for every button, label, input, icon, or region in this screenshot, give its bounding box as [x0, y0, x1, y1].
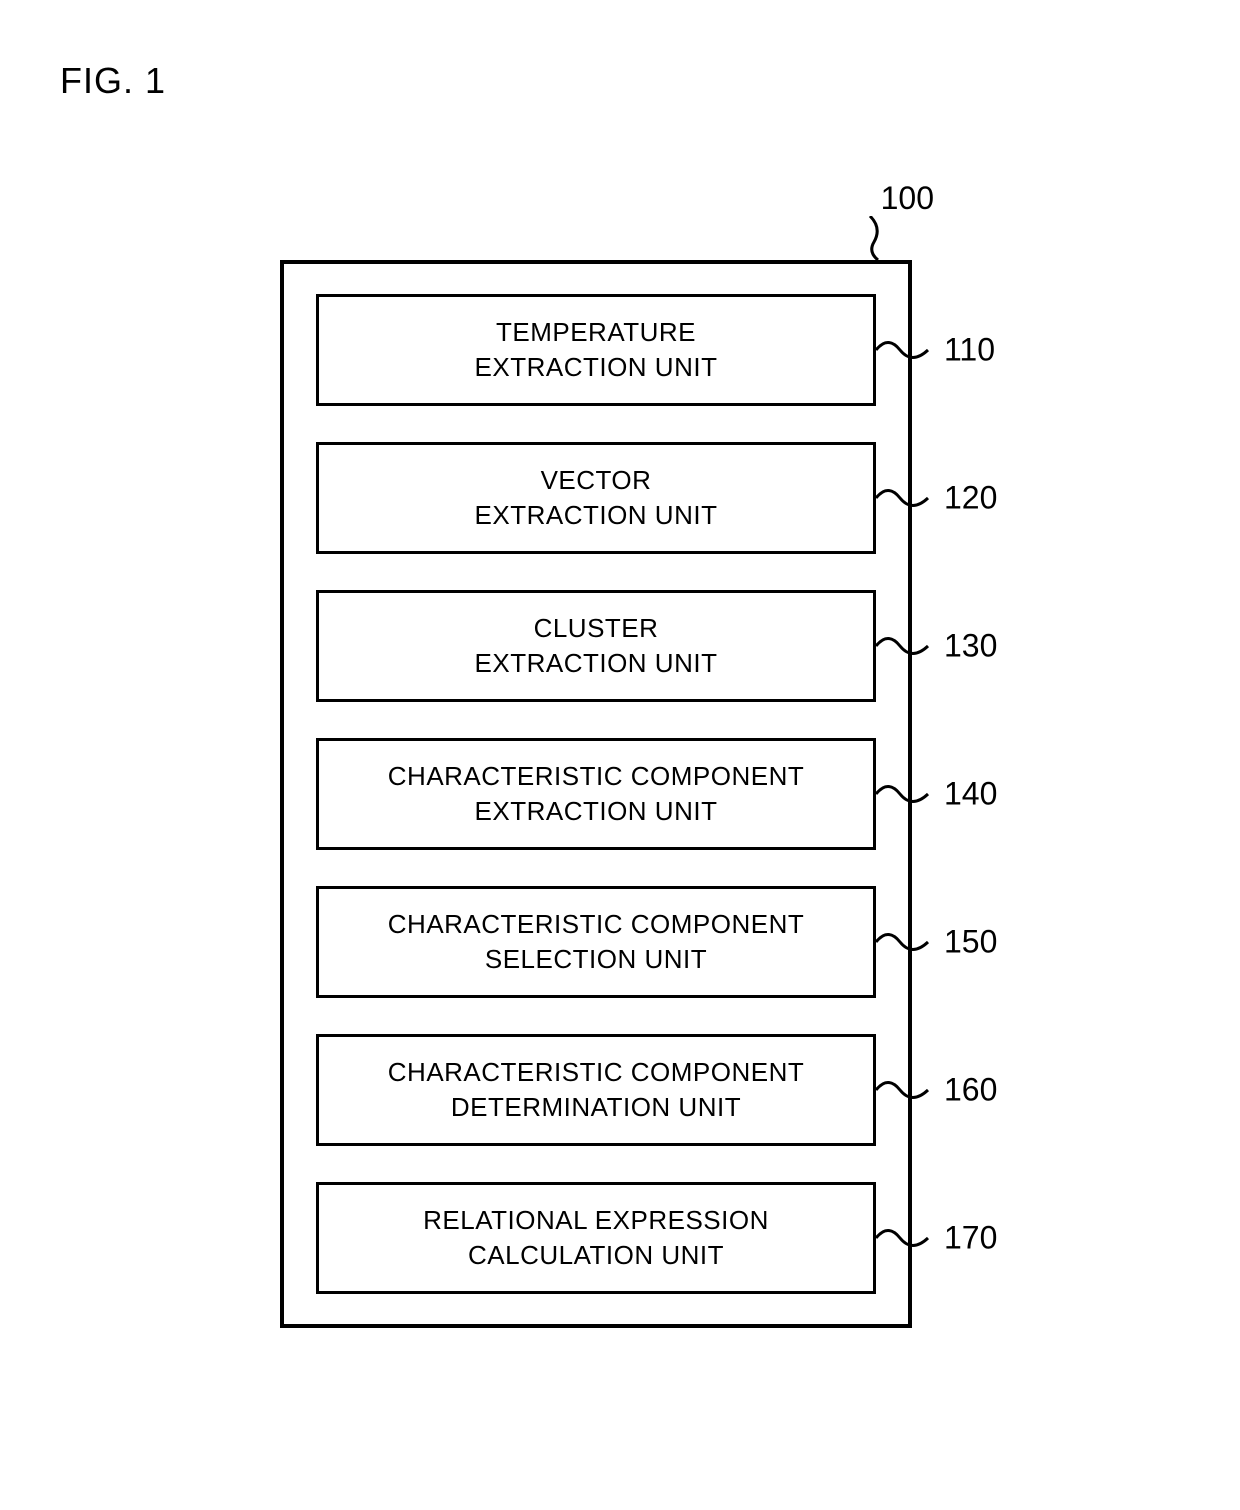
characteristic-component-selection-unit: CHARACTERISTIC COMPONENT SELECTION UNIT: [316, 886, 876, 998]
leader-line: [876, 627, 936, 665]
unit-line2: EXTRACTION UNIT: [475, 794, 718, 829]
unit-line2: DETERMINATION UNIT: [451, 1090, 741, 1125]
unit-line1: TEMPERATURE: [496, 315, 696, 350]
unit-line1: CLUSTER: [534, 611, 659, 646]
ref-label-130: 130: [944, 628, 997, 665]
ref-label-120: 120: [944, 480, 997, 517]
unit-line1: CHARACTERISTIC COMPONENT: [388, 759, 804, 794]
unit-row-150: CHARACTERISTIC COMPONENT SELECTION UNIT …: [316, 886, 876, 998]
leader-line: [876, 479, 936, 517]
unit-line1: CHARACTERISTIC COMPONENT: [388, 1055, 804, 1090]
diagram-area: 100 TEMPERATURE EXTRACTION UNIT 110 VECT…: [280, 260, 980, 1328]
characteristic-component-determination-unit: CHARACTERISTIC COMPONENT DETERMINATION U…: [316, 1034, 876, 1146]
cluster-extraction-unit: CLUSTER EXTRACTION UNIT: [316, 590, 876, 702]
unit-line2: CALCULATION UNIT: [468, 1238, 724, 1273]
figure-label: FIG. 1: [60, 60, 166, 102]
leader-line: [876, 331, 936, 369]
unit-line2: EXTRACTION UNIT: [475, 646, 718, 681]
unit-line1: VECTOR: [541, 463, 652, 498]
temperature-extraction-unit: TEMPERATURE EXTRACTION UNIT: [316, 294, 876, 406]
ref-label-170: 170: [944, 1220, 997, 1257]
unit-row-170: RELATIONAL EXPRESSION CALCULATION UNIT 1…: [316, 1182, 876, 1294]
leader-line: [876, 775, 936, 813]
unit-row-130: CLUSTER EXTRACTION UNIT 130: [316, 590, 876, 702]
unit-row-110: TEMPERATURE EXTRACTION UNIT 110: [316, 294, 876, 406]
unit-line2: EXTRACTION UNIT: [475, 498, 718, 533]
ref-label-160: 160: [944, 1072, 997, 1109]
unit-line1: RELATIONAL EXPRESSION: [423, 1203, 769, 1238]
unit-row-120: VECTOR EXTRACTION UNIT 120: [316, 442, 876, 554]
system-container: TEMPERATURE EXTRACTION UNIT 110 VECTOR E…: [280, 260, 912, 1328]
relational-expression-calculation-unit: RELATIONAL EXPRESSION CALCULATION UNIT: [316, 1182, 876, 1294]
ref-label-140: 140: [944, 776, 997, 813]
unit-row-160: CHARACTERISTIC COMPONENT DETERMINATION U…: [316, 1034, 876, 1146]
ref-label-150: 150: [944, 924, 997, 961]
ref-label-110: 110: [944, 332, 995, 369]
container-leader-line: [864, 216, 894, 260]
leader-line: [876, 1071, 936, 1109]
unit-line2: SELECTION UNIT: [485, 942, 707, 977]
leader-line: [876, 1219, 936, 1257]
unit-row-140: CHARACTERISTIC COMPONENT EXTRACTION UNIT…: [316, 738, 876, 850]
unit-line1: CHARACTERISTIC COMPONENT: [388, 907, 804, 942]
unit-line2: EXTRACTION UNIT: [475, 350, 718, 385]
leader-line: [876, 923, 936, 961]
vector-extraction-unit: VECTOR EXTRACTION UNIT: [316, 442, 876, 554]
container-ref-label: 100: [881, 180, 934, 217]
characteristic-component-extraction-unit: CHARACTERISTIC COMPONENT EXTRACTION UNIT: [316, 738, 876, 850]
